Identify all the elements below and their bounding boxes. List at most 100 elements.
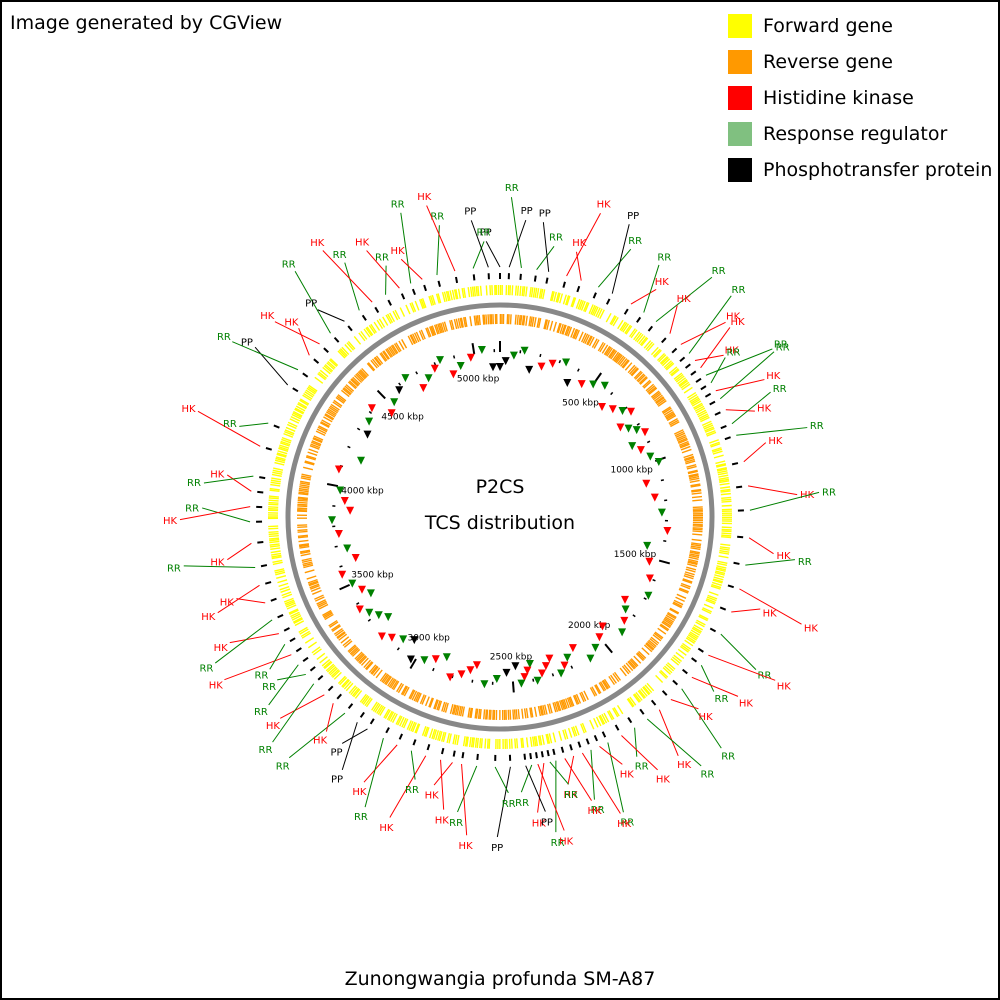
forward-gene (274, 569, 285, 574)
inner-marker (477, 346, 486, 354)
forward-gene (318, 371, 327, 379)
callout-line (277, 673, 306, 681)
reverse-gene (627, 661, 635, 670)
reverse-gene (375, 355, 384, 365)
reverse-gene (396, 682, 403, 693)
reverse-gene (646, 385, 656, 393)
forward-gene (268, 501, 279, 504)
scale-label: 5000 kbp (457, 375, 500, 385)
reverse-gene (575, 693, 582, 704)
reverse-gene (684, 458, 695, 463)
forward-gene (516, 285, 520, 296)
callout-line (229, 633, 279, 644)
forward-gene (595, 307, 601, 318)
feature-tick (720, 425, 727, 430)
forward-gene (574, 725, 580, 736)
reverse-gene (352, 376, 361, 385)
reverse-gene (302, 561, 313, 566)
forward-gene (680, 381, 690, 389)
reverse-gene (660, 623, 670, 631)
reverse-gene (648, 639, 657, 648)
forward-gene (405, 304, 411, 315)
forward-gene (428, 728, 434, 739)
reverse-gene (297, 505, 308, 508)
scale-tick (415, 371, 419, 375)
reverse-gene (563, 698, 568, 709)
forward-gene (674, 373, 684, 382)
reverse-gene (604, 346, 612, 356)
forward-gene (477, 285, 480, 297)
forward-gene (270, 481, 281, 485)
forward-gene (270, 550, 281, 554)
forward-gene (720, 488, 731, 492)
callout-label: RR (721, 751, 735, 762)
feature-tick (385, 727, 390, 734)
inner-marker (643, 541, 652, 550)
forward-gene (271, 552, 282, 556)
callout-label: PP (491, 843, 503, 854)
callout-label: HK (210, 469, 225, 480)
callout-label: HK (266, 721, 281, 732)
forward-gene (520, 737, 523, 749)
forward-gene (451, 289, 456, 300)
reverse-gene (403, 686, 410, 697)
forward-gene (283, 597, 294, 603)
reverse-gene (297, 501, 308, 504)
callout-line (700, 665, 715, 692)
reverse-gene (561, 699, 567, 710)
reverse-gene (652, 634, 662, 642)
forward-gene (670, 658, 680, 666)
scale-labels: 500 kbp 1000 kbp 1500 kbp 2000 kbp 2500 kbp 3… (341, 375, 656, 663)
forward-gene (402, 718, 409, 729)
reverse-gene (574, 329, 580, 340)
reverse-gene (589, 687, 596, 697)
reverse-gene (579, 692, 585, 703)
callout-label: RR (391, 199, 405, 210)
reverse-gene (317, 426, 328, 433)
feature-tick (639, 708, 645, 715)
callout-label: PP (464, 206, 476, 217)
reverse-gene (436, 700, 441, 711)
inner-marker (442, 653, 451, 662)
reverse-gene (312, 437, 323, 444)
reverse-gene (666, 414, 677, 422)
scale-tick (432, 667, 435, 672)
feature-tick (691, 657, 698, 663)
reverse-gene (343, 640, 353, 648)
forward-gene (341, 346, 350, 356)
forward-gene (441, 292, 446, 303)
inner-marker (644, 591, 653, 600)
callout-line (224, 654, 292, 681)
inner-marker (533, 676, 542, 685)
inner-marker (401, 374, 410, 383)
forward-gene (270, 547, 281, 550)
callout-line (708, 654, 776, 681)
reverse-gene (451, 704, 456, 715)
forward-gene (423, 726, 429, 737)
feature-tick (323, 347, 329, 353)
scale-label: 1000 kbp (610, 466, 653, 476)
forward-gene (595, 716, 602, 727)
scale-label: 500 kbp (562, 399, 599, 409)
forward-gene (371, 701, 378, 711)
feature-tick (309, 666, 316, 672)
forward-gene (564, 729, 569, 740)
forward-gene (291, 413, 302, 420)
reverse-gene (621, 359, 629, 368)
reverse-gene (645, 383, 655, 392)
reverse-gene (674, 430, 685, 437)
reverse-gene (664, 616, 675, 623)
scale-label: 4500 kbp (381, 412, 424, 422)
forward-gene (327, 360, 336, 369)
scale-tick (632, 614, 636, 618)
legend-item-forward-gene: Forward gene (728, 8, 992, 44)
reverse-gene (622, 360, 630, 369)
reverse-gene (437, 323, 442, 334)
feature-tick (627, 717, 633, 724)
forward-gene (399, 716, 405, 727)
callout-label: RR (549, 233, 563, 244)
forward-gene (306, 387, 316, 395)
legend-item-reverse-gene: Reverse gene (728, 44, 992, 80)
reverse-gene (358, 655, 367, 664)
reverse-gene (593, 339, 600, 349)
